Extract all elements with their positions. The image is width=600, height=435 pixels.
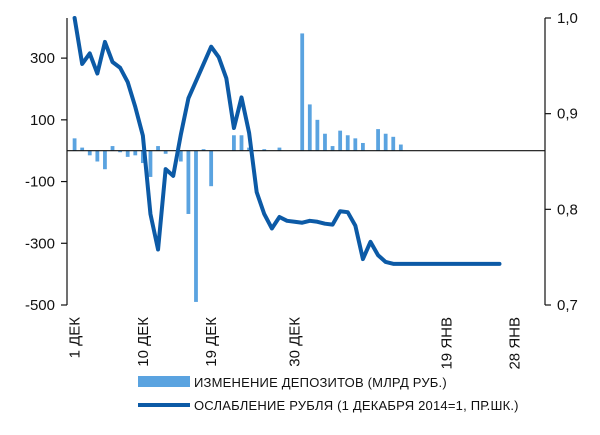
deposit-bar bbox=[87, 150, 92, 156]
left-tick-label: -500 bbox=[25, 297, 55, 314]
deposit-bar bbox=[383, 133, 388, 151]
deposit-bar bbox=[239, 135, 244, 151]
deposit-bar bbox=[232, 135, 236, 151]
deposit-bar bbox=[338, 130, 343, 151]
deposit-bar bbox=[315, 119, 320, 151]
x-tick-label: 1 ДЕК bbox=[67, 317, 84, 359]
deposit-bar bbox=[140, 150, 145, 164]
right-tick-label: 1,0 bbox=[557, 10, 578, 27]
right-tick-label: 0,7 bbox=[557, 297, 578, 314]
deposit-bar bbox=[80, 147, 85, 151]
deposit-bar bbox=[194, 150, 198, 302]
deposit-bar bbox=[247, 147, 251, 151]
bars-layer bbox=[72, 33, 403, 302]
deposit-bar bbox=[345, 135, 350, 151]
legend-label-deposits: ИЗМЕНЕНИЕ ДЕПОЗИТОВ (МЛРД РУБ.) bbox=[194, 375, 447, 390]
line-layer bbox=[72, 16, 502, 266]
right-tick-label: 0,8 bbox=[557, 201, 578, 218]
x-tick-label: 28 ЯНВ bbox=[507, 317, 524, 370]
deposit-bar bbox=[262, 149, 267, 151]
left-tick-label: -300 bbox=[25, 235, 55, 252]
deposit-bar bbox=[103, 150, 107, 170]
x-tick-label: 10 ДЕК bbox=[135, 317, 152, 367]
x-axis-ticks: 1 ДЕК 10 ДЕК 19 ДЕК 30 ДЕК 19 ЯНВ 28 ЯНВ bbox=[67, 317, 524, 370]
deposit-bar bbox=[110, 146, 115, 151]
x-tick-label: 19 ДЕК bbox=[203, 317, 220, 367]
deposit-bar bbox=[323, 133, 327, 151]
x-tick-label: 30 ДЕК bbox=[287, 317, 304, 367]
deposit-bar bbox=[118, 150, 122, 153]
deposit-bar bbox=[156, 146, 160, 151]
legend-label-ruble: ОСЛАБЛЕНИЕ РУБЛЯ (1 ДЕКАБРЯ 2014=1, ПР.Ш… bbox=[194, 398, 519, 413]
right-axis-ticks: 0,7 0,8 0,9 1,0 bbox=[545, 10, 578, 314]
deposit-bar bbox=[186, 150, 191, 214]
deposit-bar bbox=[376, 129, 380, 151]
deposit-bar bbox=[209, 150, 214, 187]
deposit-bar bbox=[300, 33, 305, 151]
deposit-bar bbox=[330, 146, 335, 151]
deposit-bar bbox=[353, 138, 358, 151]
deposit-bar bbox=[72, 138, 77, 151]
deposit-bar bbox=[361, 142, 365, 151]
deposit-bar bbox=[277, 147, 282, 151]
axes-layer bbox=[66, 18, 546, 305]
deposit-bar bbox=[148, 150, 153, 177]
legend-bar-swatch bbox=[138, 376, 190, 387]
legend: ИЗМЕНЕНИЕ ДЕПОЗИТОВ (МЛРД РУБ.) ОСЛАБЛЕН… bbox=[138, 375, 519, 413]
deposit-bar bbox=[201, 149, 206, 151]
deposit-bar bbox=[178, 150, 183, 162]
deposit-bar bbox=[391, 136, 396, 151]
ruble-weakening-line bbox=[72, 16, 502, 266]
right-tick-label: 0,9 bbox=[557, 106, 578, 123]
x-tick-label: 19 ЯНВ bbox=[438, 317, 455, 370]
left-tick-label: 100 bbox=[30, 112, 55, 129]
left-axis-ticks: -500 -300 -100 100 300 bbox=[25, 50, 67, 314]
deposit-bar bbox=[133, 150, 138, 156]
deposit-bar bbox=[307, 104, 312, 151]
deposit-bar bbox=[95, 150, 100, 162]
left-tick-label: -100 bbox=[25, 174, 55, 191]
deposit-bar bbox=[125, 150, 130, 157]
deposit-bar bbox=[398, 144, 403, 151]
deposit-bar bbox=[163, 150, 168, 154]
left-tick-label: 300 bbox=[30, 50, 55, 67]
